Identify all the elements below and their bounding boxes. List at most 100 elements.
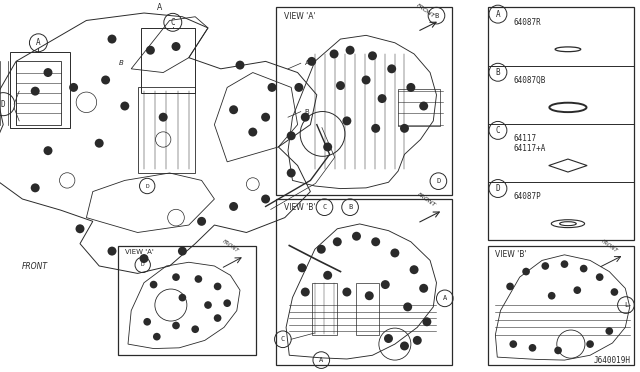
Ellipse shape <box>261 113 270 122</box>
Ellipse shape <box>31 87 40 96</box>
Ellipse shape <box>419 102 428 110</box>
Text: FRONT: FRONT <box>417 192 437 208</box>
Ellipse shape <box>159 113 168 122</box>
Ellipse shape <box>108 35 116 44</box>
Ellipse shape <box>406 83 415 92</box>
Text: 64117
64117+A: 64117 64117+A <box>513 134 546 153</box>
Ellipse shape <box>400 124 409 133</box>
Ellipse shape <box>410 265 419 274</box>
Ellipse shape <box>44 146 52 155</box>
Ellipse shape <box>301 113 310 122</box>
Text: C: C <box>170 18 175 27</box>
Text: B: B <box>119 60 124 66</box>
Ellipse shape <box>261 195 270 203</box>
Ellipse shape <box>390 248 399 257</box>
Ellipse shape <box>178 247 187 256</box>
Ellipse shape <box>197 217 206 226</box>
Ellipse shape <box>229 105 238 114</box>
Ellipse shape <box>352 232 361 241</box>
Text: L: L <box>624 302 628 308</box>
Ellipse shape <box>150 281 157 288</box>
Ellipse shape <box>586 340 594 348</box>
Ellipse shape <box>108 247 116 256</box>
Text: C: C <box>281 336 285 342</box>
Text: D: D <box>495 184 500 193</box>
Ellipse shape <box>573 286 581 294</box>
Ellipse shape <box>403 302 412 311</box>
Ellipse shape <box>342 116 351 125</box>
Ellipse shape <box>368 51 377 60</box>
Ellipse shape <box>172 273 180 281</box>
Ellipse shape <box>214 314 221 322</box>
Ellipse shape <box>298 263 307 272</box>
Ellipse shape <box>146 46 155 55</box>
Text: FRONT: FRONT <box>221 239 239 254</box>
Ellipse shape <box>605 327 613 335</box>
Text: A: A <box>36 38 41 47</box>
Ellipse shape <box>317 245 326 254</box>
Text: FRONT: FRONT <box>415 3 436 19</box>
Text: VIEW 'A': VIEW 'A' <box>284 12 316 21</box>
Bar <box>10 52 70 128</box>
Text: D: D <box>141 262 145 267</box>
Text: VIEW 'B': VIEW 'B' <box>495 250 527 259</box>
Ellipse shape <box>342 288 351 296</box>
Bar <box>276 7 452 195</box>
Text: 64087P: 64087P <box>513 192 541 201</box>
Ellipse shape <box>323 142 332 151</box>
Ellipse shape <box>120 102 129 110</box>
Ellipse shape <box>400 341 409 350</box>
Ellipse shape <box>179 294 186 301</box>
Ellipse shape <box>611 288 618 296</box>
Bar <box>118 246 256 355</box>
Text: FRONT: FRONT <box>22 262 48 271</box>
Ellipse shape <box>365 291 374 300</box>
Text: B: B <box>348 204 352 210</box>
Text: D: D <box>1 100 6 109</box>
Ellipse shape <box>333 237 342 246</box>
Ellipse shape <box>330 49 339 58</box>
Ellipse shape <box>195 275 202 283</box>
Ellipse shape <box>31 183 40 192</box>
Ellipse shape <box>204 301 212 309</box>
Ellipse shape <box>101 76 110 84</box>
Ellipse shape <box>223 299 231 307</box>
Ellipse shape <box>561 260 568 268</box>
Text: C: C <box>495 126 500 135</box>
Ellipse shape <box>422 317 431 326</box>
Ellipse shape <box>413 336 422 345</box>
Text: 64087QB: 64087QB <box>513 76 546 85</box>
Bar <box>488 246 634 365</box>
Bar <box>356 283 379 335</box>
Text: 64087R: 64087R <box>513 18 541 27</box>
Ellipse shape <box>541 262 549 270</box>
Ellipse shape <box>191 326 199 333</box>
Ellipse shape <box>529 344 536 352</box>
Text: VIEW 'B': VIEW 'B' <box>284 203 316 212</box>
Ellipse shape <box>323 271 332 280</box>
Ellipse shape <box>596 273 604 281</box>
Text: C: C <box>323 204 326 210</box>
Ellipse shape <box>419 284 428 293</box>
Ellipse shape <box>580 265 588 272</box>
Text: B: B <box>305 109 310 115</box>
Bar <box>312 283 337 335</box>
Ellipse shape <box>522 268 530 275</box>
Ellipse shape <box>362 76 371 84</box>
Ellipse shape <box>172 42 180 51</box>
Ellipse shape <box>336 81 345 90</box>
Ellipse shape <box>346 46 355 55</box>
Ellipse shape <box>307 57 316 66</box>
Text: VIEW 'A': VIEW 'A' <box>125 249 154 255</box>
Bar <box>488 7 634 240</box>
Ellipse shape <box>371 237 380 246</box>
Ellipse shape <box>387 64 396 73</box>
Ellipse shape <box>214 283 221 290</box>
Ellipse shape <box>554 347 562 354</box>
Ellipse shape <box>509 340 517 348</box>
Ellipse shape <box>44 68 52 77</box>
Ellipse shape <box>69 83 78 92</box>
Ellipse shape <box>548 292 556 299</box>
Ellipse shape <box>371 124 380 133</box>
Text: B: B <box>495 68 500 77</box>
